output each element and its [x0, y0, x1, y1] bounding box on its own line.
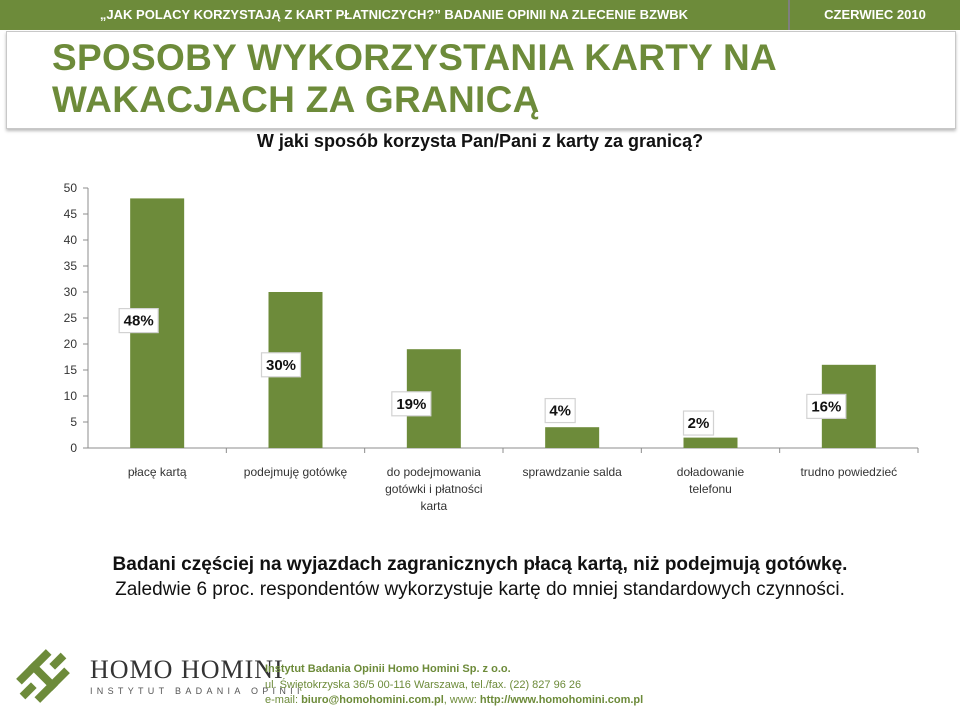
- y-tick-label: 40: [64, 233, 78, 247]
- slide-title-box: SPOSOBY WYKORZYSTANIA KARTY NA WAKACJACH…: [6, 31, 956, 129]
- org-name: Instytut Badania Opinii Homo Homini Sp. …: [265, 663, 511, 675]
- www-link[interactable]: http://www.homohomini.com.pl: [479, 694, 644, 706]
- data-label-box: [391, 391, 432, 417]
- x-category-label: doładowanie: [677, 465, 745, 479]
- slide-title-line1: SPOSOBY WYKORZYSTANIA KARTY NA: [52, 37, 778, 78]
- data-label: 30%: [266, 357, 296, 374]
- web-contact: e-mail: biuro@homohomini.com.pl, www: ht…: [265, 693, 643, 709]
- y-tick-label: 45: [64, 207, 78, 221]
- y-tick-label: 0: [70, 441, 77, 455]
- www-label: , www:: [443, 694, 480, 706]
- data-label: 2%: [688, 415, 710, 432]
- data-label: 4%: [549, 403, 571, 420]
- y-tick-label: 50: [64, 181, 78, 195]
- summary-line-1: Badani częściej na wyjazdach zagraniczny…: [112, 554, 848, 575]
- data-label: 48%: [124, 313, 154, 330]
- bar: [683, 437, 738, 448]
- data-label-box: [682, 410, 715, 436]
- data-label-box: [806, 393, 847, 419]
- y-tick-label: 35: [64, 259, 78, 273]
- y-tick-label: 30: [64, 285, 78, 299]
- x-category-label: karta: [420, 499, 447, 513]
- bar: [545, 427, 600, 448]
- top-banner: „JAK POLACY KORZYSTAJĄ Z KART PŁATNICZYC…: [0, 0, 960, 30]
- y-tick-label: 20: [64, 337, 78, 351]
- summary-text: Badani częściej na wyjazdach zagraniczny…: [60, 553, 900, 601]
- x-category-label: do podejmowania: [387, 465, 481, 479]
- x-category-label: płacę kartą: [128, 465, 187, 479]
- x-category-label: sprawdzanie salda: [522, 465, 622, 479]
- x-category-label: telefonu: [689, 482, 732, 496]
- banner-date: CZERWIEC 2010: [790, 0, 960, 30]
- contact-info: Instytut Badania Opinii Homo Homini Sp. …: [265, 662, 643, 709]
- email-link[interactable]: biuro@homohomini.com.pl: [301, 694, 444, 706]
- y-tick-label: 5: [70, 415, 77, 429]
- address: ul. Świętokrzyska 36/5 00-116 Warszawa, …: [265, 678, 582, 691]
- slide-title-line2: WAKACJACH ZA GRANICĄ: [52, 79, 540, 120]
- data-label-box: [260, 352, 302, 378]
- x-category-label: podejmuję gotówkę: [244, 465, 348, 479]
- brand-subtitle: INSTYTUT BADANIA OPINII: [90, 686, 304, 696]
- x-category-label: trudno powiedzieć: [800, 465, 897, 479]
- brand-name: HOMO HOMINI: [90, 655, 284, 684]
- email-label: e-mail:: [265, 694, 302, 706]
- y-tick-label: 10: [64, 389, 78, 403]
- data-label: 19%: [396, 396, 426, 413]
- data-label-box: [118, 308, 159, 334]
- x-category-label: gotówki i płatności: [385, 482, 482, 496]
- data-label: 16%: [811, 398, 841, 415]
- data-label-box: [544, 397, 576, 424]
- homo-homini-logo-icon: [16, 649, 70, 703]
- banner-study-title: „JAK POLACY KORZYSTAJĄ Z KART PŁATNICZYC…: [0, 0, 788, 30]
- bar-chart: 0 5 10 15 20 25 30 35 40 45 50 płacę kartą 48% podejm…: [64, 181, 919, 513]
- y-tick-label: 25: [64, 311, 78, 325]
- survey-question: W jaki sposób korzysta Pan/Pani z karty …: [256, 131, 704, 151]
- summary-line-2: Zaledwie 6 proc. respondentów wykorzystu…: [115, 579, 845, 600]
- y-tick-label: 15: [64, 363, 78, 377]
